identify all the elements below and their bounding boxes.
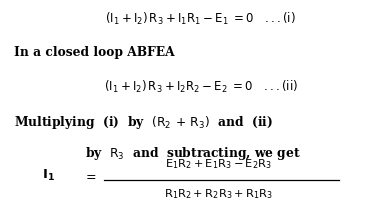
- Text: by  $\mathrm{R}_3$  and  subtracting, we get: by $\mathrm{R}_3$ and subtracting, we ge…: [85, 145, 300, 162]
- Text: Multiplying  (i)  by  $(\mathrm{R}_2\, +\, \mathrm{R}_3)$  and  (ii): Multiplying (i) by $(\mathrm{R}_2\, +\, …: [14, 114, 273, 131]
- Text: $=$: $=$: [83, 169, 97, 182]
- Text: In a closed loop ABFEA: In a closed loop ABFEA: [14, 46, 175, 59]
- Text: $\mathrm{E}_1\mathrm{R}_2 + \mathrm{E}_1\mathrm{R}_3 - \mathrm{E}_2\mathrm{R}_3$: $\mathrm{E}_1\mathrm{R}_2 + \mathrm{E}_1…: [165, 157, 272, 171]
- Text: $\mathrm{R}_1\mathrm{R}_2 + \mathrm{R}_2\mathrm{R}_3 + \mathrm{R}_1\mathrm{R}_3$: $\mathrm{R}_1\mathrm{R}_2 + \mathrm{R}_2…: [164, 187, 273, 201]
- Text: $(\mathrm{I}_1 + \mathrm{I}_2)\,\mathrm{R}_3 + \mathrm{I}_1\mathrm{R}_1 - \mathr: $(\mathrm{I}_1 + \mathrm{I}_2)\,\mathrm{…: [105, 11, 296, 27]
- Text: $(\mathrm{I}_1 + \mathrm{I}_2)\,\mathrm{R}_3 + \mathrm{I}_2\mathrm{R}_2 - \mathr: $(\mathrm{I}_1 + \mathrm{I}_2)\,\mathrm{…: [104, 79, 298, 95]
- Text: $\mathbf{I_1}$: $\mathbf{I_1}$: [42, 168, 55, 183]
